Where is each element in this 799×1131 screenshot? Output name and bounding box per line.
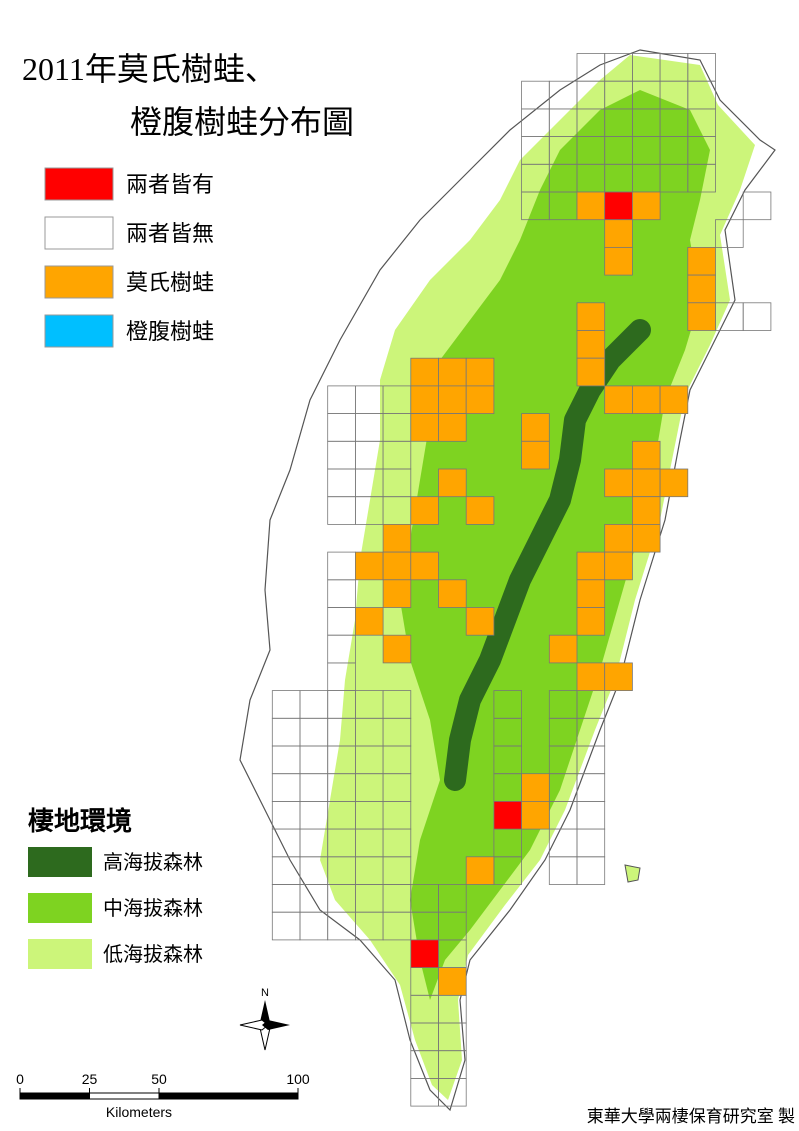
grid-cell <box>632 468 661 498</box>
grid-cell <box>576 302 606 331</box>
grid-cell <box>410 939 439 969</box>
habitat-label: 高海拔森林 <box>103 851 203 874</box>
scale-label: 0 <box>16 1071 24 1087</box>
grid-cell <box>548 634 578 664</box>
habitat-swatch <box>28 847 92 877</box>
grid-cell-empty <box>687 163 716 193</box>
grid-cell <box>687 274 716 304</box>
grid-cell <box>576 662 606 692</box>
grid-cell <box>604 524 633 553</box>
grid-cell <box>438 967 467 996</box>
grid-cell <box>687 302 716 331</box>
grid-cell <box>354 607 384 636</box>
grid-cell <box>521 773 550 802</box>
habitat-title: 棲地環境 <box>28 806 132 836</box>
grid-cell <box>410 496 439 525</box>
grid-cell <box>465 607 495 636</box>
grid-cell <box>465 385 495 414</box>
legend-swatch <box>44 216 114 250</box>
title-line: 2011年莫氏樹蛙、 <box>22 51 277 87</box>
title-line: 橙腹樹蛙分布圖 <box>130 104 354 140</box>
grid-cell <box>438 357 467 387</box>
grid-cell <box>465 357 495 387</box>
grid-cell <box>659 468 689 498</box>
grid-cell <box>659 385 689 414</box>
grid-cell <box>521 801 550 830</box>
north-label: N <box>261 987 269 999</box>
grid-cell <box>382 634 412 664</box>
grid-cell <box>604 385 633 414</box>
grid-cell <box>632 496 661 525</box>
grid-cell <box>604 468 633 498</box>
grid-cell <box>632 191 661 221</box>
scale-segment <box>158 1092 299 1100</box>
grid-cell <box>493 801 522 830</box>
grid-cell <box>604 662 633 692</box>
grid-cell-empty <box>438 1078 467 1107</box>
grid-cell <box>632 524 661 553</box>
scale-unit: Kilometers <box>106 1104 172 1120</box>
scale-segment <box>89 1092 160 1100</box>
grid-cell-empty <box>742 191 772 221</box>
grid-cell <box>465 496 495 525</box>
grid-cell <box>382 579 412 608</box>
grid-cell <box>576 191 606 221</box>
grid-cell <box>576 330 606 359</box>
grid-cell <box>438 579 467 608</box>
grid-cell <box>354 551 384 581</box>
grid-cell <box>604 246 633 276</box>
grid-cell <box>632 440 661 470</box>
grid-cell <box>576 607 606 636</box>
scale-label: 100 <box>286 1071 310 1087</box>
grid-cell <box>438 385 467 414</box>
scale-label: 50 <box>151 1071 167 1087</box>
grid-cell <box>410 551 439 581</box>
grid-cell <box>521 413 550 442</box>
grid-cell <box>687 246 716 276</box>
grid-cell <box>438 413 467 442</box>
habitat-swatch <box>28 893 92 923</box>
grid-cell <box>604 219 633 248</box>
scale-segment <box>19 1092 90 1100</box>
legend-swatch <box>44 265 114 299</box>
habitat-label: 低海拔森林 <box>103 943 203 966</box>
grid-cell <box>465 856 495 885</box>
scale-label: 25 <box>82 1071 98 1087</box>
grid-cell <box>632 385 661 414</box>
legend-label: 莫氏樹蛙 <box>126 270 214 295</box>
north-arrow <box>239 1000 290 1051</box>
grid-cell <box>382 524 412 553</box>
grid-cell <box>382 551 412 581</box>
legend-label: 橙腹樹蛙 <box>126 319 214 344</box>
grid-cell-empty <box>576 856 606 885</box>
grid-cell <box>604 551 633 581</box>
grid-cell <box>576 551 606 581</box>
habitat-swatch <box>28 939 92 969</box>
grid-cell <box>521 440 550 470</box>
grid-cell <box>438 468 467 498</box>
grid-cell <box>410 413 439 442</box>
legend-label: 兩者皆有 <box>126 172 214 197</box>
legend-label: 兩者皆無 <box>126 221 214 246</box>
legend-swatch <box>44 167 114 201</box>
grid-cell <box>576 357 606 387</box>
island <box>239 49 776 1112</box>
grid-cell-empty <box>742 302 772 331</box>
credit: 東華大學兩棲保育研究室 製 <box>587 1107 795 1126</box>
scale-bar: 0 25 50 100 Kilometers <box>16 1071 310 1120</box>
legend-swatch <box>44 314 114 348</box>
grid-cell <box>604 191 633 221</box>
grid-cell <box>576 579 606 608</box>
habitat-label: 中海拔森林 <box>103 897 203 920</box>
grid-cell <box>410 385 439 414</box>
grid-cell-empty <box>715 219 744 248</box>
grid-cells <box>271 53 772 1107</box>
grid-cell <box>410 357 439 387</box>
